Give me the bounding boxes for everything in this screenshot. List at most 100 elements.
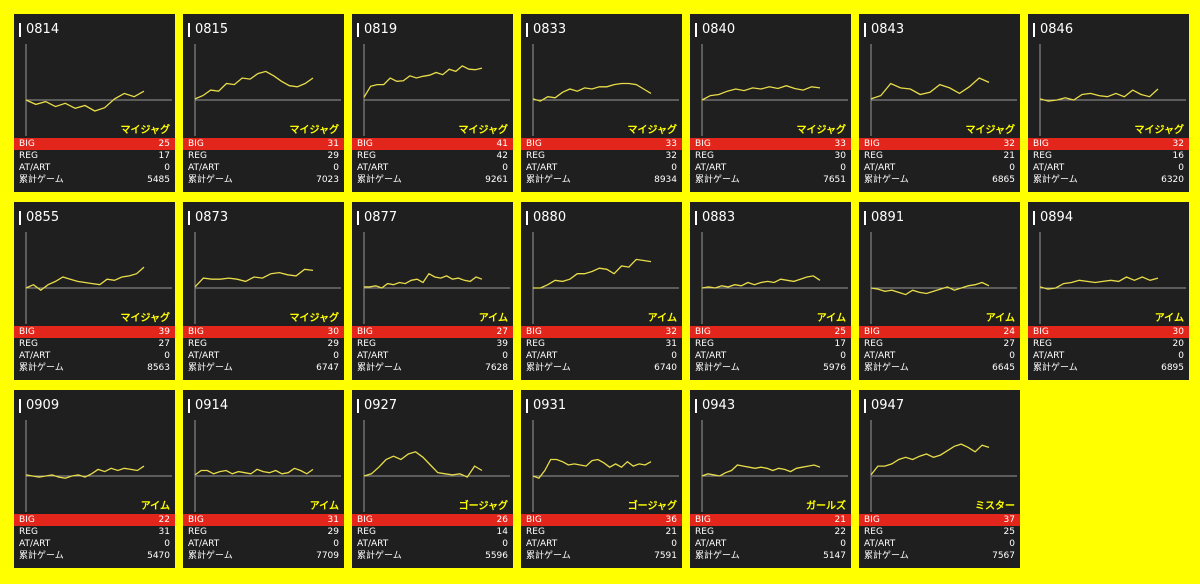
big-row: BIG 24: [859, 326, 1020, 338]
reg-row: REG 21: [521, 526, 682, 538]
reg-label: REG: [864, 527, 883, 537]
big-count: 24: [1003, 327, 1015, 337]
at-label: AT/ART: [357, 351, 389, 361]
big-row: BIG 27: [352, 326, 513, 338]
machine-card[interactable]: 0943 ガールズ BIG 21 REG 22 AT/ART 0 累計ゲーム 5147: [690, 390, 851, 568]
machine-card[interactable]: 0891 アイム BIG 24 REG 27 AT/ART 0 累計ゲーム 6645: [859, 202, 1020, 380]
header-bar: [19, 211, 21, 225]
big-row: BIG 26: [352, 514, 513, 526]
reg-label: REG: [864, 339, 883, 349]
card-header: 0819: [357, 22, 397, 38]
machine-number: 0877: [364, 210, 398, 225]
machine-number: 0909: [26, 398, 60, 413]
trend-line: [1039, 88, 1159, 102]
big-count: 41: [496, 139, 508, 149]
machine-number: 0873: [195, 210, 229, 225]
machine-card[interactable]: 0843 マイジャグ BIG 32 REG 21 AT/ART 0 累計ゲーム 6865: [859, 14, 1020, 192]
model-name: マイジャグ: [627, 125, 678, 136]
at-row: AT/ART 0: [14, 538, 175, 550]
big-count: 32: [665, 327, 677, 337]
machine-card[interactable]: 0819 マイジャグ BIG 41 REG 42 AT/ART 0 累計ゲーム 9261: [352, 14, 513, 192]
big-count: 39: [158, 327, 170, 337]
machine-number: 0914: [195, 398, 229, 413]
model-name: ゴージャグ: [627, 501, 677, 512]
trend-line: [701, 464, 821, 477]
header-bar: [1033, 23, 1035, 37]
games-row: 累計ゲーム 6320: [1028, 174, 1189, 186]
reg-count: 31: [158, 527, 170, 537]
at-row: AT/ART 0: [183, 162, 344, 174]
machine-card[interactable]: 0880 アイム BIG 32 REG 31 AT/ART 0 累計ゲーム 6740: [521, 202, 682, 380]
card-header: 0843: [864, 22, 904, 38]
at-count: 0: [1009, 351, 1015, 361]
at-label: AT/ART: [19, 351, 51, 361]
at-label: AT/ART: [695, 539, 727, 549]
big-count: 33: [665, 139, 677, 149]
trend-line: [363, 65, 483, 98]
at-count: 0: [1009, 539, 1015, 549]
reg-count: 21: [665, 527, 677, 537]
trend-line: [532, 458, 652, 479]
at-label: AT/ART: [188, 539, 220, 549]
big-count: 21: [834, 515, 846, 525]
reg-label: REG: [357, 151, 376, 161]
at-row: AT/ART 0: [183, 350, 344, 362]
games-label: 累計ゲーム: [1033, 363, 1078, 373]
model-name: マイジャグ: [120, 313, 171, 324]
machine-card[interactable]: 0914 アイム BIG 31 REG 29 AT/ART 0 累計ゲーム 7709: [183, 390, 344, 568]
machine-card[interactable]: 0931 ゴージャグ BIG 36 REG 21 AT/ART 0 累計ゲーム 7591: [521, 390, 682, 568]
card-header: 0914: [188, 398, 228, 414]
reg-label: REG: [864, 151, 883, 161]
at-label: AT/ART: [695, 351, 727, 361]
model-name: アイム: [478, 313, 508, 324]
reg-row: REG 16: [1028, 150, 1189, 162]
games-label: 累計ゲーム: [864, 551, 909, 561]
model-name: アイム: [816, 313, 846, 324]
stats-table: BIG 30 REG 20 AT/ART 0 累計ゲーム 6895: [1028, 326, 1189, 374]
at-row: AT/ART 0: [859, 538, 1020, 550]
machine-card[interactable]: 0894 アイム BIG 30 REG 20 AT/ART 0 累計ゲーム 6895: [1028, 202, 1189, 380]
big-label: BIG: [357, 515, 373, 525]
machine-card[interactable]: 0877 アイム BIG 27 REG 39 AT/ART 0 累計ゲーム 7628: [352, 202, 513, 380]
machine-card[interactable]: 0846 マイジャグ BIG 32 REG 16 AT/ART 0 累計ゲーム 6320: [1028, 14, 1189, 192]
big-row: BIG 31: [183, 514, 344, 526]
machine-card[interactable]: 0947 ミスター BIG 37 REG 25 AT/ART 0 累計ゲーム 7567: [859, 390, 1020, 568]
machine-card[interactable]: 0833 マイジャグ BIG 33 REG 32 AT/ART 0 累計ゲーム 8934: [521, 14, 682, 192]
machine-card[interactable]: 0909 アイム BIG 22 REG 31 AT/ART 0 累計ゲーム 5470: [14, 390, 175, 568]
at-count: 0: [840, 163, 846, 173]
payout-graph: [25, 232, 172, 324]
big-count: 33: [834, 139, 846, 149]
big-label: BIG: [188, 139, 204, 149]
big-row: BIG 32: [859, 138, 1020, 150]
big-row: BIG 33: [521, 138, 682, 150]
card-header: 0909: [19, 398, 59, 414]
machine-card[interactable]: 0873 マイジャグ BIG 30 REG 29 AT/ART 0 累計ゲーム 6747: [183, 202, 344, 380]
reg-label: REG: [1033, 151, 1052, 161]
machine-card[interactable]: 0814 マイジャグ BIG 25 REG 17 AT/ART 0 累計ゲーム 5485: [14, 14, 175, 192]
games-row: 累計ゲーム 7651: [690, 174, 851, 186]
big-label: BIG: [357, 327, 373, 337]
machine-number: 0880: [533, 210, 567, 225]
trend-line: [870, 281, 990, 296]
model-name: アイム: [1154, 313, 1184, 324]
reg-row: REG 22: [690, 526, 851, 538]
header-bar: [188, 23, 190, 37]
machine-number: 0943: [702, 398, 736, 413]
header-bar: [695, 23, 697, 37]
machine-card[interactable]: 0855 マイジャグ BIG 39 REG 27 AT/ART 0 累計ゲーム 8563: [14, 202, 175, 380]
big-label: BIG: [864, 515, 880, 525]
reg-count: 25: [1003, 527, 1015, 537]
trend-line: [533, 258, 652, 289]
machine-card[interactable]: 0927 ゴージャグ BIG 26 REG 14 AT/ART 0 累計ゲーム 5596: [352, 390, 513, 568]
machine-number: 0883: [702, 210, 736, 225]
machine-card[interactable]: 0883 アイム BIG 25 REG 17 AT/ART 0 累計ゲーム 5976: [690, 202, 851, 380]
at-row: AT/ART 0: [352, 350, 513, 362]
games-label: 累計ゲーム: [1033, 175, 1078, 185]
big-count: 25: [158, 139, 170, 149]
at-row: AT/ART 0: [521, 538, 682, 550]
machine-number: 0819: [364, 22, 398, 37]
model-name: マイジャグ: [965, 125, 1016, 136]
stats-table: BIG 32 REG 16 AT/ART 0 累計ゲーム 6320: [1028, 138, 1189, 186]
machine-card[interactable]: 0840 マイジャグ BIG 33 REG 30 AT/ART 0 累計ゲーム 7651: [690, 14, 851, 192]
machine-card[interactable]: 0815 マイジャグ BIG 31 REG 29 AT/ART 0 累計ゲーム 7023: [183, 14, 344, 192]
